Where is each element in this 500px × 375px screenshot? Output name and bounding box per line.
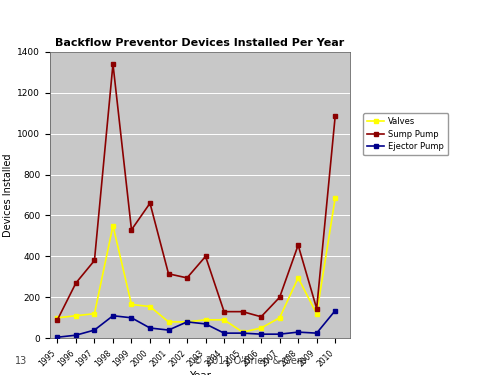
Line: Valves: Valves bbox=[55, 196, 338, 334]
Sump Pump bbox=[147, 201, 153, 206]
Ejector Pump bbox=[110, 314, 116, 318]
Line: Sump Pump: Sump Pump bbox=[55, 62, 338, 322]
Text: Summary of Types of Installations Each Year: Summary of Types of Installations Each Y… bbox=[15, 16, 339, 31]
Sump Pump bbox=[202, 254, 208, 259]
Ejector Pump bbox=[258, 332, 264, 336]
Valves bbox=[240, 330, 246, 334]
Sump Pump bbox=[240, 309, 246, 314]
Legend: Valves, Sump Pump, Ejector Pump: Valves, Sump Pump, Ejector Pump bbox=[363, 113, 448, 155]
Sump Pump bbox=[332, 114, 338, 118]
Ejector Pump bbox=[92, 328, 98, 332]
Ejector Pump bbox=[240, 331, 246, 335]
Sump Pump bbox=[166, 272, 172, 276]
Ejector Pump bbox=[221, 331, 227, 335]
Valves bbox=[128, 302, 134, 307]
Ejector Pump bbox=[73, 333, 79, 338]
Sump Pump bbox=[54, 318, 60, 322]
Valves bbox=[276, 315, 282, 320]
Ejector Pump bbox=[295, 330, 301, 334]
Valves bbox=[166, 320, 172, 324]
Sump Pump bbox=[295, 243, 301, 248]
Sump Pump bbox=[73, 281, 79, 285]
Ejector Pump bbox=[276, 332, 282, 336]
Title: Backflow Preventor Devices Installed Per Year: Backflow Preventor Devices Installed Per… bbox=[56, 38, 344, 48]
Ejector Pump bbox=[314, 331, 320, 335]
Ejector Pump bbox=[128, 315, 134, 320]
Ejector Pump bbox=[54, 335, 60, 339]
Ejector Pump bbox=[202, 322, 208, 326]
Ejector Pump bbox=[184, 320, 190, 324]
Valves bbox=[202, 318, 208, 322]
Sump Pump bbox=[314, 306, 320, 311]
Valves bbox=[147, 304, 153, 309]
Sump Pump bbox=[258, 315, 264, 319]
Valves bbox=[221, 318, 227, 322]
Text: © 2011 O'Brien & Gere: © 2011 O'Brien & Gere bbox=[193, 356, 307, 366]
Sump Pump bbox=[128, 228, 134, 232]
Valves bbox=[258, 326, 264, 330]
Sump Pump bbox=[184, 276, 190, 280]
Valves bbox=[295, 276, 301, 280]
Sump Pump bbox=[221, 309, 227, 314]
Valves bbox=[73, 314, 79, 318]
Text: 13: 13 bbox=[15, 356, 27, 366]
Sump Pump bbox=[92, 258, 98, 263]
Line: Ejector Pump: Ejector Pump bbox=[55, 308, 338, 340]
Sump Pump bbox=[110, 62, 116, 66]
Valves bbox=[314, 312, 320, 316]
Valves bbox=[184, 320, 190, 324]
Ejector Pump bbox=[166, 328, 172, 332]
Y-axis label: Devices Installed: Devices Installed bbox=[3, 153, 13, 237]
Valves bbox=[332, 196, 338, 200]
Valves bbox=[110, 224, 116, 228]
X-axis label: Year: Year bbox=[189, 371, 211, 375]
Valves bbox=[92, 312, 98, 316]
Ejector Pump bbox=[332, 308, 338, 313]
Sump Pump bbox=[276, 295, 282, 300]
Valves bbox=[54, 315, 60, 320]
Ejector Pump bbox=[147, 326, 153, 330]
